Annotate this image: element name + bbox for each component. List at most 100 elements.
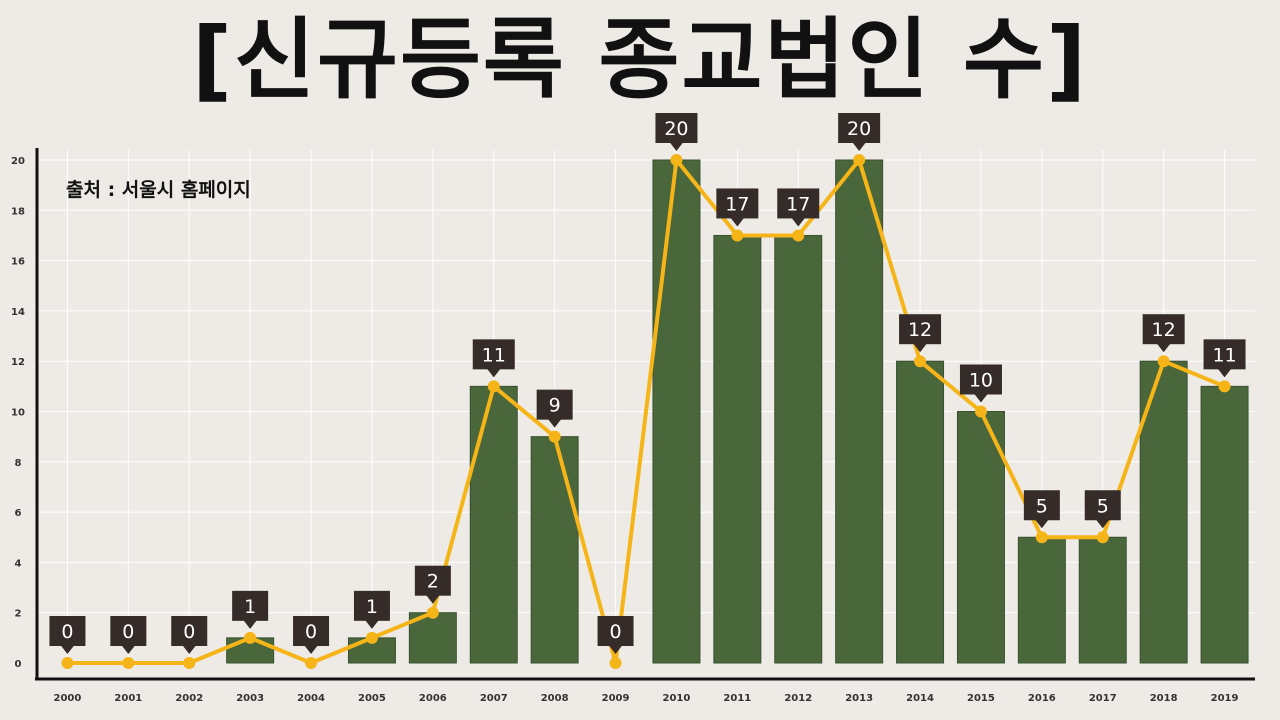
line-point [974,405,987,418]
y-tick-label: 10 [11,408,25,419]
y-tick-label: 16 [11,257,25,268]
data-label-pointer [973,393,988,403]
data-label-box [1142,314,1185,345]
data-label-box [655,113,698,143]
data-label: 12 [908,319,932,341]
line-point [792,229,805,242]
data-label-pointer [913,343,928,353]
x-tick-label: 2009 [602,693,630,704]
data-label-pointer [1156,343,1171,353]
line-point [1035,531,1048,544]
data-label-pointer [852,142,867,151]
x-tick-label: 2007 [480,693,508,704]
y-tick-label: 14 [11,307,25,318]
x-tick-label: 2014 [906,693,934,704]
x-tick-label: 2010 [663,693,691,704]
data-label-pointer [121,645,136,654]
x-tick-label: 2001 [114,693,142,704]
data-label-pointer [1095,519,1110,529]
bar [1200,385,1249,664]
source-note: 출처 : 서울시 홈페이지 [66,178,251,201]
data-label-box [536,389,573,420]
data-label: 20 [664,118,688,140]
data-label-pointer [364,619,379,629]
x-tick-label: 2000 [54,693,82,704]
bar [1078,536,1127,664]
data-label: 0 [122,621,134,643]
data-label-box [110,616,147,646]
data-label: 17 [786,193,810,215]
data-label: 0 [305,621,317,643]
line-point [365,631,378,644]
data-label-box [899,314,942,345]
data-label-box [959,364,1002,395]
x-tick-label: 2011 [723,693,751,704]
data-label: 20 [847,118,871,140]
line-point [426,606,439,619]
data-label-box [716,188,759,219]
x-tick-label: 2017 [1089,693,1117,704]
data-label: 0 [183,621,195,643]
bar [713,234,762,664]
y-tick-label: 6 [15,508,22,519]
x-tick-label: 2016 [1028,693,1056,704]
data-label-pointer [730,217,745,227]
bar [774,234,823,664]
data-label-pointer [608,645,623,654]
bar [835,159,884,664]
data-label-pointer [182,645,197,654]
data-label-box [1084,490,1121,521]
line-point [853,154,866,166]
data-label: 0 [610,621,622,643]
x-tick-label: 2003 [236,693,264,704]
line-point [731,229,744,242]
data-label: 17 [725,193,749,215]
bar-layer [226,159,1249,664]
bar [469,385,518,664]
data-label: 5 [1097,495,1109,517]
x-tick-label: 2019 [1211,693,1239,704]
line-point [61,657,74,669]
line-point [914,355,927,368]
line-point [183,657,196,669]
x-tick-label: 2005 [358,693,386,704]
bar [226,637,275,664]
bar [956,411,1005,664]
data-label-box [1023,490,1060,521]
data-label: 11 [482,344,506,366]
line-point [1218,380,1231,393]
data-label: 10 [969,370,993,392]
bar [347,637,396,664]
line-point [122,657,135,669]
x-tick-label: 2008 [541,693,569,704]
data-label: 5 [1036,495,1048,517]
y-tick-label: 18 [11,206,25,217]
data-label-pointer [547,418,562,428]
x-tick-label: 2013 [845,693,873,704]
x-tick-label: 2002 [175,693,203,704]
data-label-pointer [60,645,75,654]
x-tick-label: 2018 [1150,693,1178,704]
data-label-box [171,616,208,646]
data-label: 9 [549,395,561,417]
data-label-pointer [486,368,501,378]
data-label-pointer [791,217,806,227]
x-tick-label: 2004 [297,693,325,704]
data-label: 1 [244,596,256,618]
data-label: 0 [61,621,73,643]
data-label-box [777,188,820,219]
line-point [487,380,500,393]
data-label-box [293,616,330,646]
line-point [548,430,561,443]
data-label-box [472,339,515,370]
y-tick-label: 0 [15,659,22,670]
data-label-box [414,565,451,596]
data-label-box [597,616,634,646]
data-label-pointer [243,619,258,629]
line-point [1096,531,1109,544]
data-label: 2 [427,571,439,593]
